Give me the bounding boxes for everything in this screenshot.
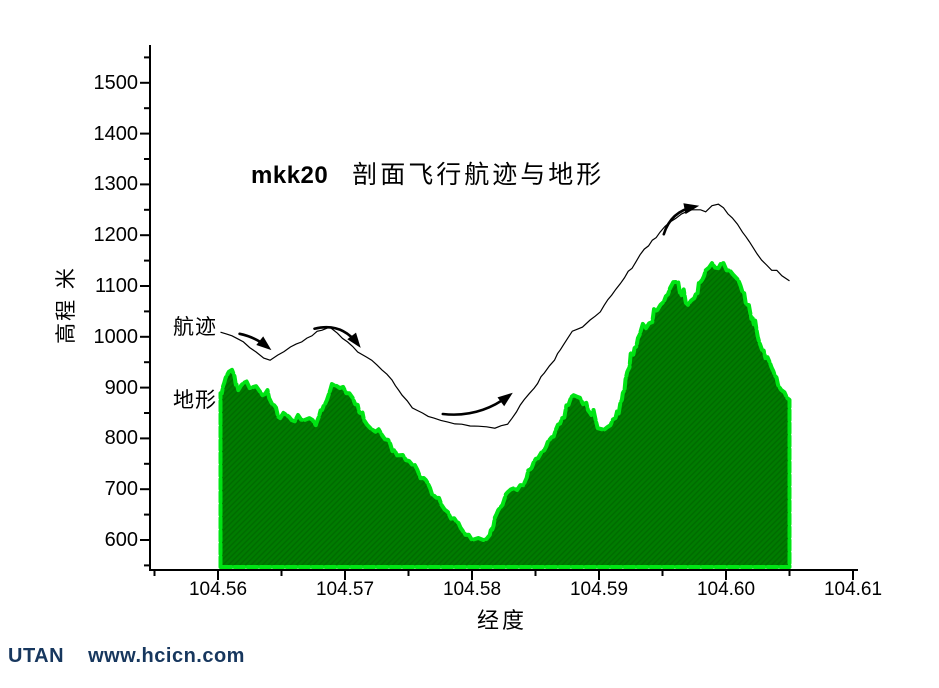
terrain-area [218,261,792,569]
x-tick-label: 104.57 [315,579,375,600]
direction-arrows [238,203,700,416]
y-tick-label: 1500 [93,71,139,94]
x-axis-title: 经度 [477,609,528,634]
watermark-site: www.hcicn.com [88,645,245,667]
watermark: UTAN www.hcicn.com [8,645,245,668]
chart-title-prefix: mkk20 [251,162,329,189]
watermark-brand: UTAN [8,645,65,667]
y-tick-label: 1100 [94,275,138,297]
y-tick-label: 600 [104,529,138,551]
chart-title: mkk20 剖面飞行航迹与地形 [251,155,604,191]
x-tick-label: 104.61 [823,579,883,600]
y-tick-label: 900 [104,376,138,399]
x-tick-label: 104.59 [569,579,629,600]
axes [140,45,858,580]
y-tick-label: 1400 [93,122,139,145]
x-tick-label: 104.56 [188,579,248,600]
x-tick-label: 104.60 [696,579,756,600]
y-tick-label: 700 [104,478,138,501]
y-tick-label: 800 [104,427,138,450]
y-tick-label: 1000 [93,325,139,348]
chart-title-text: 剖面飞行航迹与地形 [352,160,605,189]
track-series-label: 航迹 [173,315,217,339]
x-tick-label: 104.58 [442,579,502,600]
y-tick-label: 1200 [93,224,139,247]
y-tick-label: 1300 [93,173,139,196]
terrain-series-label: 地形 [173,388,217,412]
